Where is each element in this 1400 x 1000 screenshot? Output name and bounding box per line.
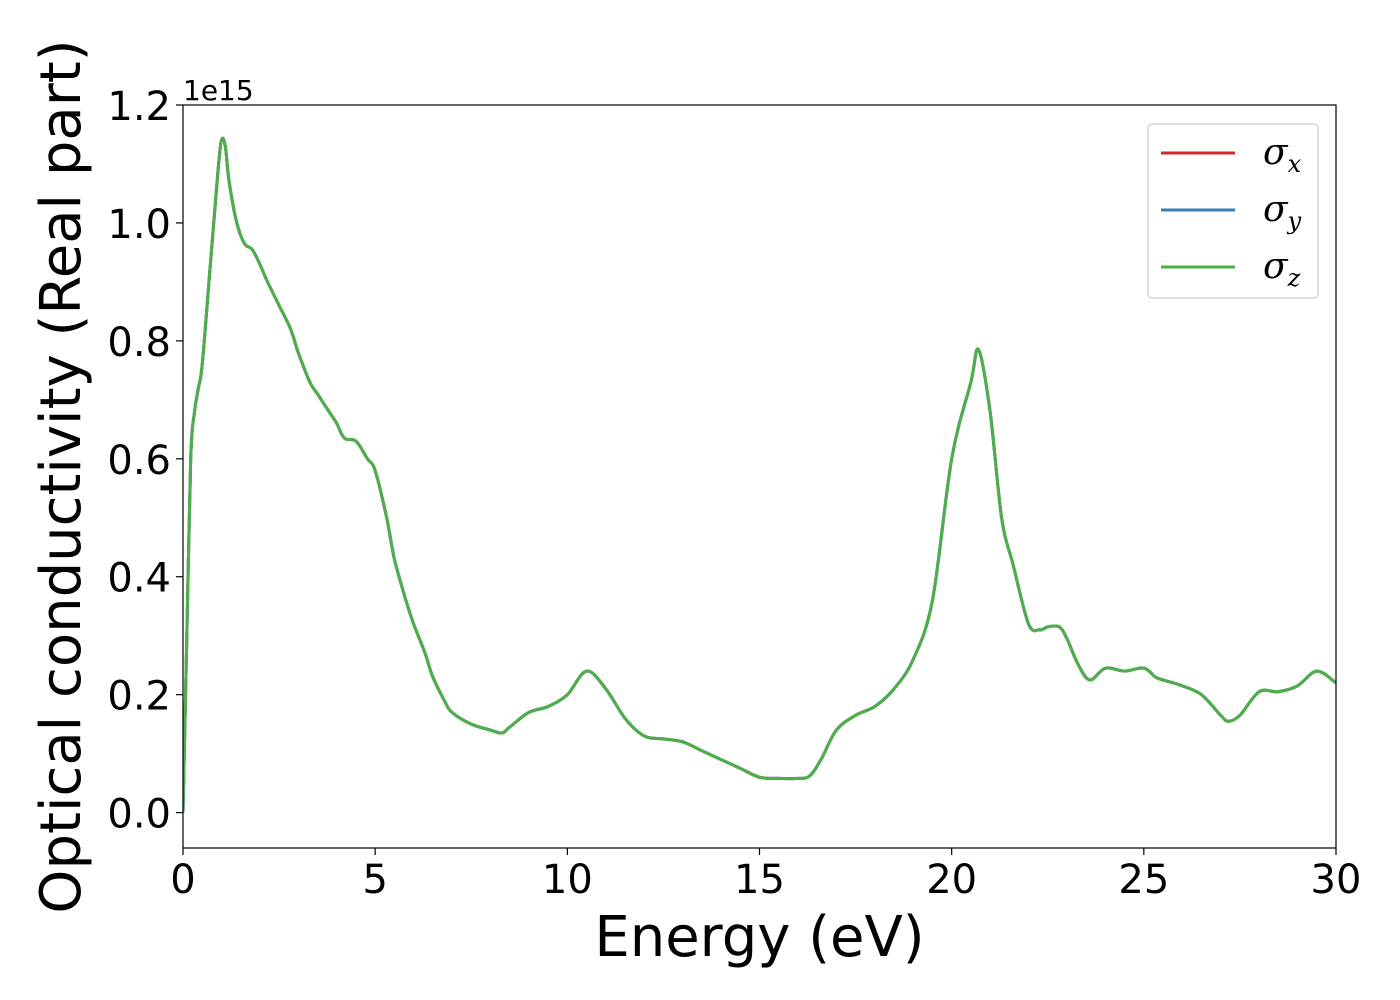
legend-symbol: σ xyxy=(1263,132,1289,173)
y-tick-label: 0.8 xyxy=(107,320,171,366)
legend-symbol: σ xyxy=(1263,246,1289,287)
legend-label: σy xyxy=(1263,189,1302,235)
x-tick-label: 0 xyxy=(170,857,195,903)
x-tick-label: 20 xyxy=(926,857,977,903)
y-axis-title: Optical conductivity (Real part) xyxy=(29,39,94,913)
legend-subscript: x xyxy=(1288,150,1302,178)
legend-symbol: σ xyxy=(1263,189,1289,230)
series-line-sigma-z xyxy=(183,136,1336,813)
x-axis: 0 5 10 15 20 25 30 xyxy=(170,848,1361,903)
x-axis-title: Energy (eV) xyxy=(594,905,924,970)
y-axis: 0.0 0.2 0.4 0.6 0.8 1.0 1.2 xyxy=(107,84,183,838)
y-tick-label: 1.2 xyxy=(107,84,171,130)
legend-subscript: z xyxy=(1287,264,1301,292)
x-tick-label: 10 xyxy=(542,857,593,903)
y-tick-label: 0.4 xyxy=(107,556,171,602)
x-tick-label: 15 xyxy=(734,857,785,903)
x-tick-label: 5 xyxy=(362,857,387,903)
x-tick-label: 25 xyxy=(1118,857,1169,903)
series-layer xyxy=(183,136,1336,813)
y-tick-label: 0.2 xyxy=(107,674,171,720)
y-tick-label: 0.6 xyxy=(107,438,171,484)
y-tick-label: 1.0 xyxy=(107,202,171,248)
legend-subscript: y xyxy=(1287,207,1302,235)
x-tick-label: 30 xyxy=(1311,857,1362,903)
legend-label: σz xyxy=(1263,246,1301,292)
legend-label: σx xyxy=(1263,132,1302,178)
y-tick-label: 0.0 xyxy=(107,792,171,838)
y-offset-text: 1e15 xyxy=(183,74,254,107)
